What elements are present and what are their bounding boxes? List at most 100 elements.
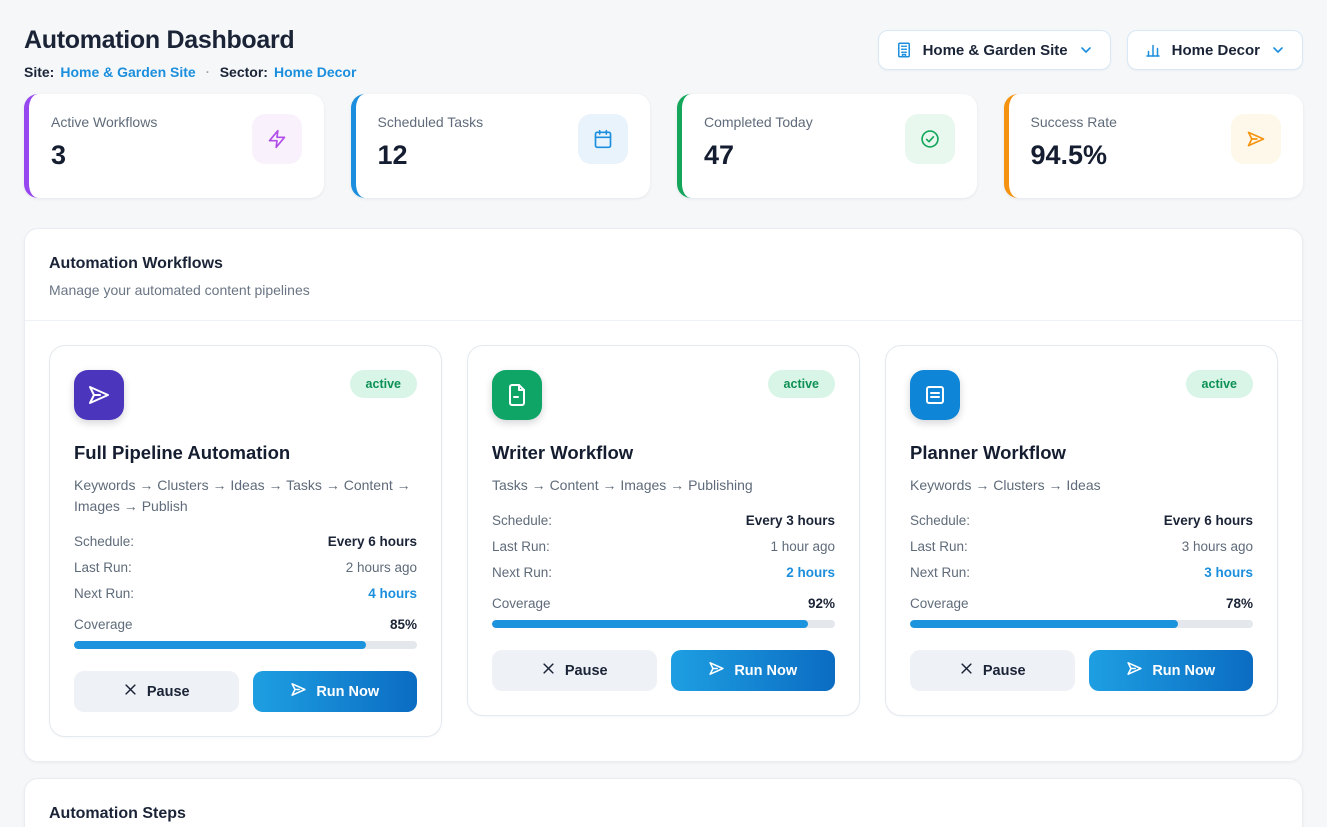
run-now-button[interactable]: Run Now [670,650,835,691]
stat-value: 47 [704,140,735,170]
next-run-value: 2 hours [786,565,835,580]
building-icon [895,41,913,59]
next-run-row: Next Run: 4 hours [74,586,417,601]
stat-value: 12 [377,140,408,170]
schedule-row: Schedule: Every 6 hours [910,513,1253,528]
x-icon [959,661,974,680]
schedule-row: Schedule: Every 3 hours [492,513,835,528]
next-run-value: 3 hours [1204,565,1253,580]
file-text-icon [492,370,542,420]
site-link[interactable]: Home & Garden Site [60,64,196,80]
header-left: Automation Dashboard Site: Home & Garden… [24,22,356,80]
site-label: Site: [24,64,55,80]
sector-dropdown[interactable]: Home Decor [1126,30,1303,70]
schedule-value: Every 6 hours [327,534,417,549]
send-icon [1231,114,1281,164]
schedule-row: Schedule: Every 6 hours [74,534,417,549]
workflow-card-writer: active Writer Workflow Tasks → Content →… [467,345,860,716]
section-title: Automation Steps [49,805,186,822]
send-icon [290,681,307,702]
check-circle-icon [904,114,955,164]
stat-label: Success Rate [1030,114,1117,130]
coverage-progress-fill [910,620,1178,628]
page-title: Automation Dashboard [24,26,295,54]
coverage-row: Coverage 78% [910,596,1253,611]
header-controls: Home & Garden Site Home Decor [877,30,1303,70]
zap-icon [251,114,302,164]
coverage-progress-fill [74,641,366,649]
workflow-pipeline: Tasks → Content → Images → Publishing [492,477,753,493]
pause-button[interactable]: Pause [492,650,657,691]
automation-workflows-section: Automation Workflows Manage your automat… [24,228,1303,762]
last-run-value: 2 hours ago [345,560,417,575]
coverage-percent: 92% [807,596,835,611]
status-badge: active [349,370,417,398]
breadcrumb: Site: Home & Garden Site · Sector: Home … [24,64,356,80]
chevron-down-icon [1270,42,1286,58]
site-dropdown-label: Home & Garden Site [922,41,1068,59]
coverage-progress-bar [910,620,1253,628]
last-run-row: Last Run: 1 hour ago [492,539,835,554]
coverage-progress-fill [492,620,808,628]
status-badge: active [767,370,835,398]
coverage-percent: 78% [1225,596,1253,611]
last-run-row: Last Run: 3 hours ago [910,539,1253,554]
stat-card-completed-today: Completed Today 47 [677,94,977,198]
last-run-row: Last Run: 2 hours ago [74,560,417,575]
list-card-icon [910,370,960,420]
pause-button[interactable]: Pause [910,650,1075,691]
workflow-card-full-pipeline: active Full Pipeline Automation Keywords… [49,345,442,737]
chevron-down-icon [1078,42,1094,58]
x-icon [123,682,138,701]
workflow-pipeline: Keywords → Clusters → Ideas → Tasks → Co… [74,477,411,514]
run-now-button[interactable]: Run Now [1088,650,1253,691]
workflow-title: Writer Workflow [492,442,634,463]
status-badge: active [1185,370,1253,398]
stat-card-success-rate: Success Rate 94.5% [1003,94,1303,198]
sector-label: Sector: [219,64,268,80]
site-dropdown[interactable]: Home & Garden Site [877,30,1111,70]
workflows-section-header: Automation Workflows Manage your automat… [25,229,1302,321]
stats-row: Active Workflows 3 Scheduled Tasks 12 Co… [24,94,1303,198]
sector-link[interactable]: Home Decor [273,64,357,80]
stat-label: Scheduled Tasks [377,114,484,130]
next-run-value: 4 hours [368,586,417,601]
coverage-percent: 85% [389,617,417,632]
coverage-row: Coverage 85% [74,617,417,632]
workflow-card-planner: active Planner Workflow Keywords → Clust… [885,345,1278,716]
workflow-pipeline: Keywords → Clusters → Ideas [910,477,1101,493]
workflow-title: Full Pipeline Automation [74,442,291,463]
stat-card-scheduled-tasks: Scheduled Tasks 12 [350,94,650,198]
x-icon [541,661,556,680]
last-run-value: 3 hours ago [1181,539,1253,554]
send-icon [1126,660,1143,681]
sector-dropdown-label: Home Decor [1171,41,1260,59]
coverage-progress-bar [492,620,835,628]
stat-label: Completed Today [704,114,813,130]
send-icon [708,660,725,681]
calendar-icon [578,114,628,164]
schedule-value: Every 6 hours [1163,513,1253,528]
next-run-row: Next Run: 2 hours [492,565,835,580]
stat-value: 94.5% [1030,140,1108,170]
workflow-title: Planner Workflow [910,442,1066,463]
stat-value: 3 [51,140,67,170]
steps-section-header: Automation Steps Configure which steps a… [25,779,1302,827]
stat-label: Active Workflows [51,114,158,130]
schedule-value: Every 3 hours [745,513,835,528]
run-now-button[interactable]: Run Now [252,671,417,712]
last-run-value: 1 hour ago [770,539,835,554]
automation-steps-section: Automation Steps Configure which steps a… [24,778,1303,827]
page-header: Automation Dashboard Site: Home & Garden… [24,22,1303,80]
bar-chart-icon [1144,41,1162,59]
dot-separator: · [205,65,210,79]
coverage-row: Coverage 92% [492,596,835,611]
coverage-progress-bar [74,641,417,649]
pause-button[interactable]: Pause [74,671,239,712]
send-icon [74,370,124,420]
section-subtitle: Manage your automated content pipelines [49,282,310,298]
workflow-grid: active Full Pipeline Automation Keywords… [25,321,1302,761]
next-run-row: Next Run: 3 hours [910,565,1253,580]
stat-card-active-workflows: Active Workflows 3 [24,94,324,198]
